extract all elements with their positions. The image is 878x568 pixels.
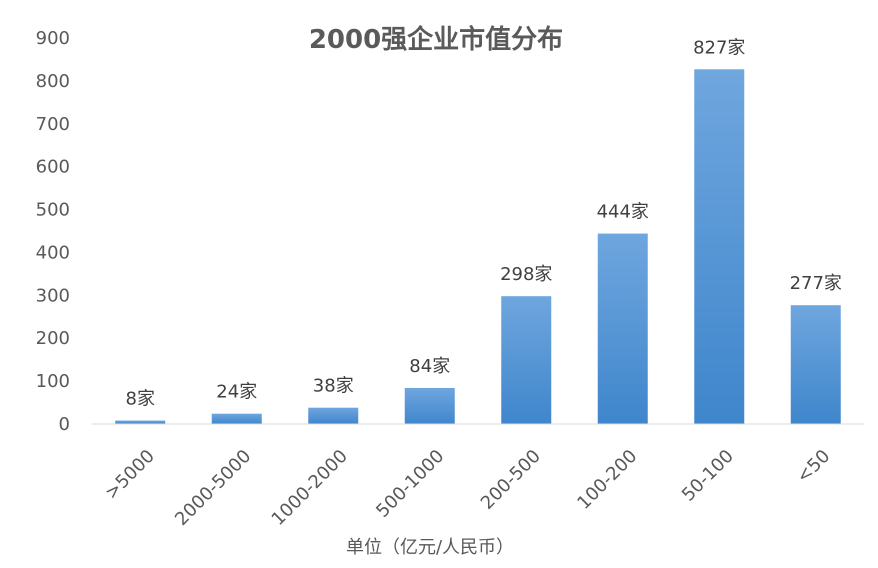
y-tick-label: 300 [36, 285, 70, 306]
bar [211, 413, 262, 424]
bar-data-label: 24家 [216, 382, 257, 403]
bar [115, 420, 166, 424]
data-labels-group: 8家 24家 38家 84家 298家 444家 827家 277家 [126, 37, 842, 409]
y-tick-label: 0 [59, 414, 70, 435]
bar-data-label: 38家 [313, 376, 354, 397]
bar-data-label: 8家 [126, 389, 155, 410]
y-tick-label: 600 [36, 157, 70, 178]
x-tick-label: 200-500 [477, 446, 545, 514]
x-tick-label: 50-100 [678, 446, 738, 506]
bar [501, 296, 552, 424]
bar [790, 305, 841, 424]
bar-data-label: 84家 [409, 356, 450, 377]
x-tick-label: 100-200 [573, 446, 641, 514]
x-tick-label: <50 [793, 446, 835, 488]
y-tick-label: 400 [36, 242, 70, 263]
y-tick-label: 800 [36, 71, 70, 92]
bar-data-label: 277家 [790, 273, 842, 294]
x-tick-label: >5000 [101, 446, 159, 504]
bar-data-label: 298家 [500, 264, 552, 285]
x-tick-label: 2000-5000 [171, 446, 255, 530]
y-axis-ticks: 0 100 200 300 400 500 600 700 800 900 [36, 28, 70, 435]
x-tick-label: 1000-2000 [268, 446, 352, 530]
y-tick-label: 500 [36, 200, 70, 221]
y-tick-label: 900 [36, 28, 70, 49]
bars-group [115, 69, 841, 424]
bar [597, 233, 648, 424]
y-tick-label: 100 [36, 371, 70, 392]
x-axis-ticks: >5000 2000-5000 1000-2000 500-1000 200-500 10… [101, 446, 834, 530]
x-tick-label: 500-1000 [372, 446, 448, 522]
y-tick-label: 700 [36, 114, 70, 135]
x-axis-title: 单位（亿元/人民币） [346, 537, 514, 558]
bar [308, 407, 359, 424]
bar [694, 69, 745, 424]
bar-data-label: 827家 [693, 37, 745, 58]
chart-title: 2000强企业市值分布 [309, 24, 563, 55]
bar-data-label: 444家 [597, 202, 649, 223]
y-tick-label: 200 [36, 328, 70, 349]
bar [404, 387, 455, 424]
